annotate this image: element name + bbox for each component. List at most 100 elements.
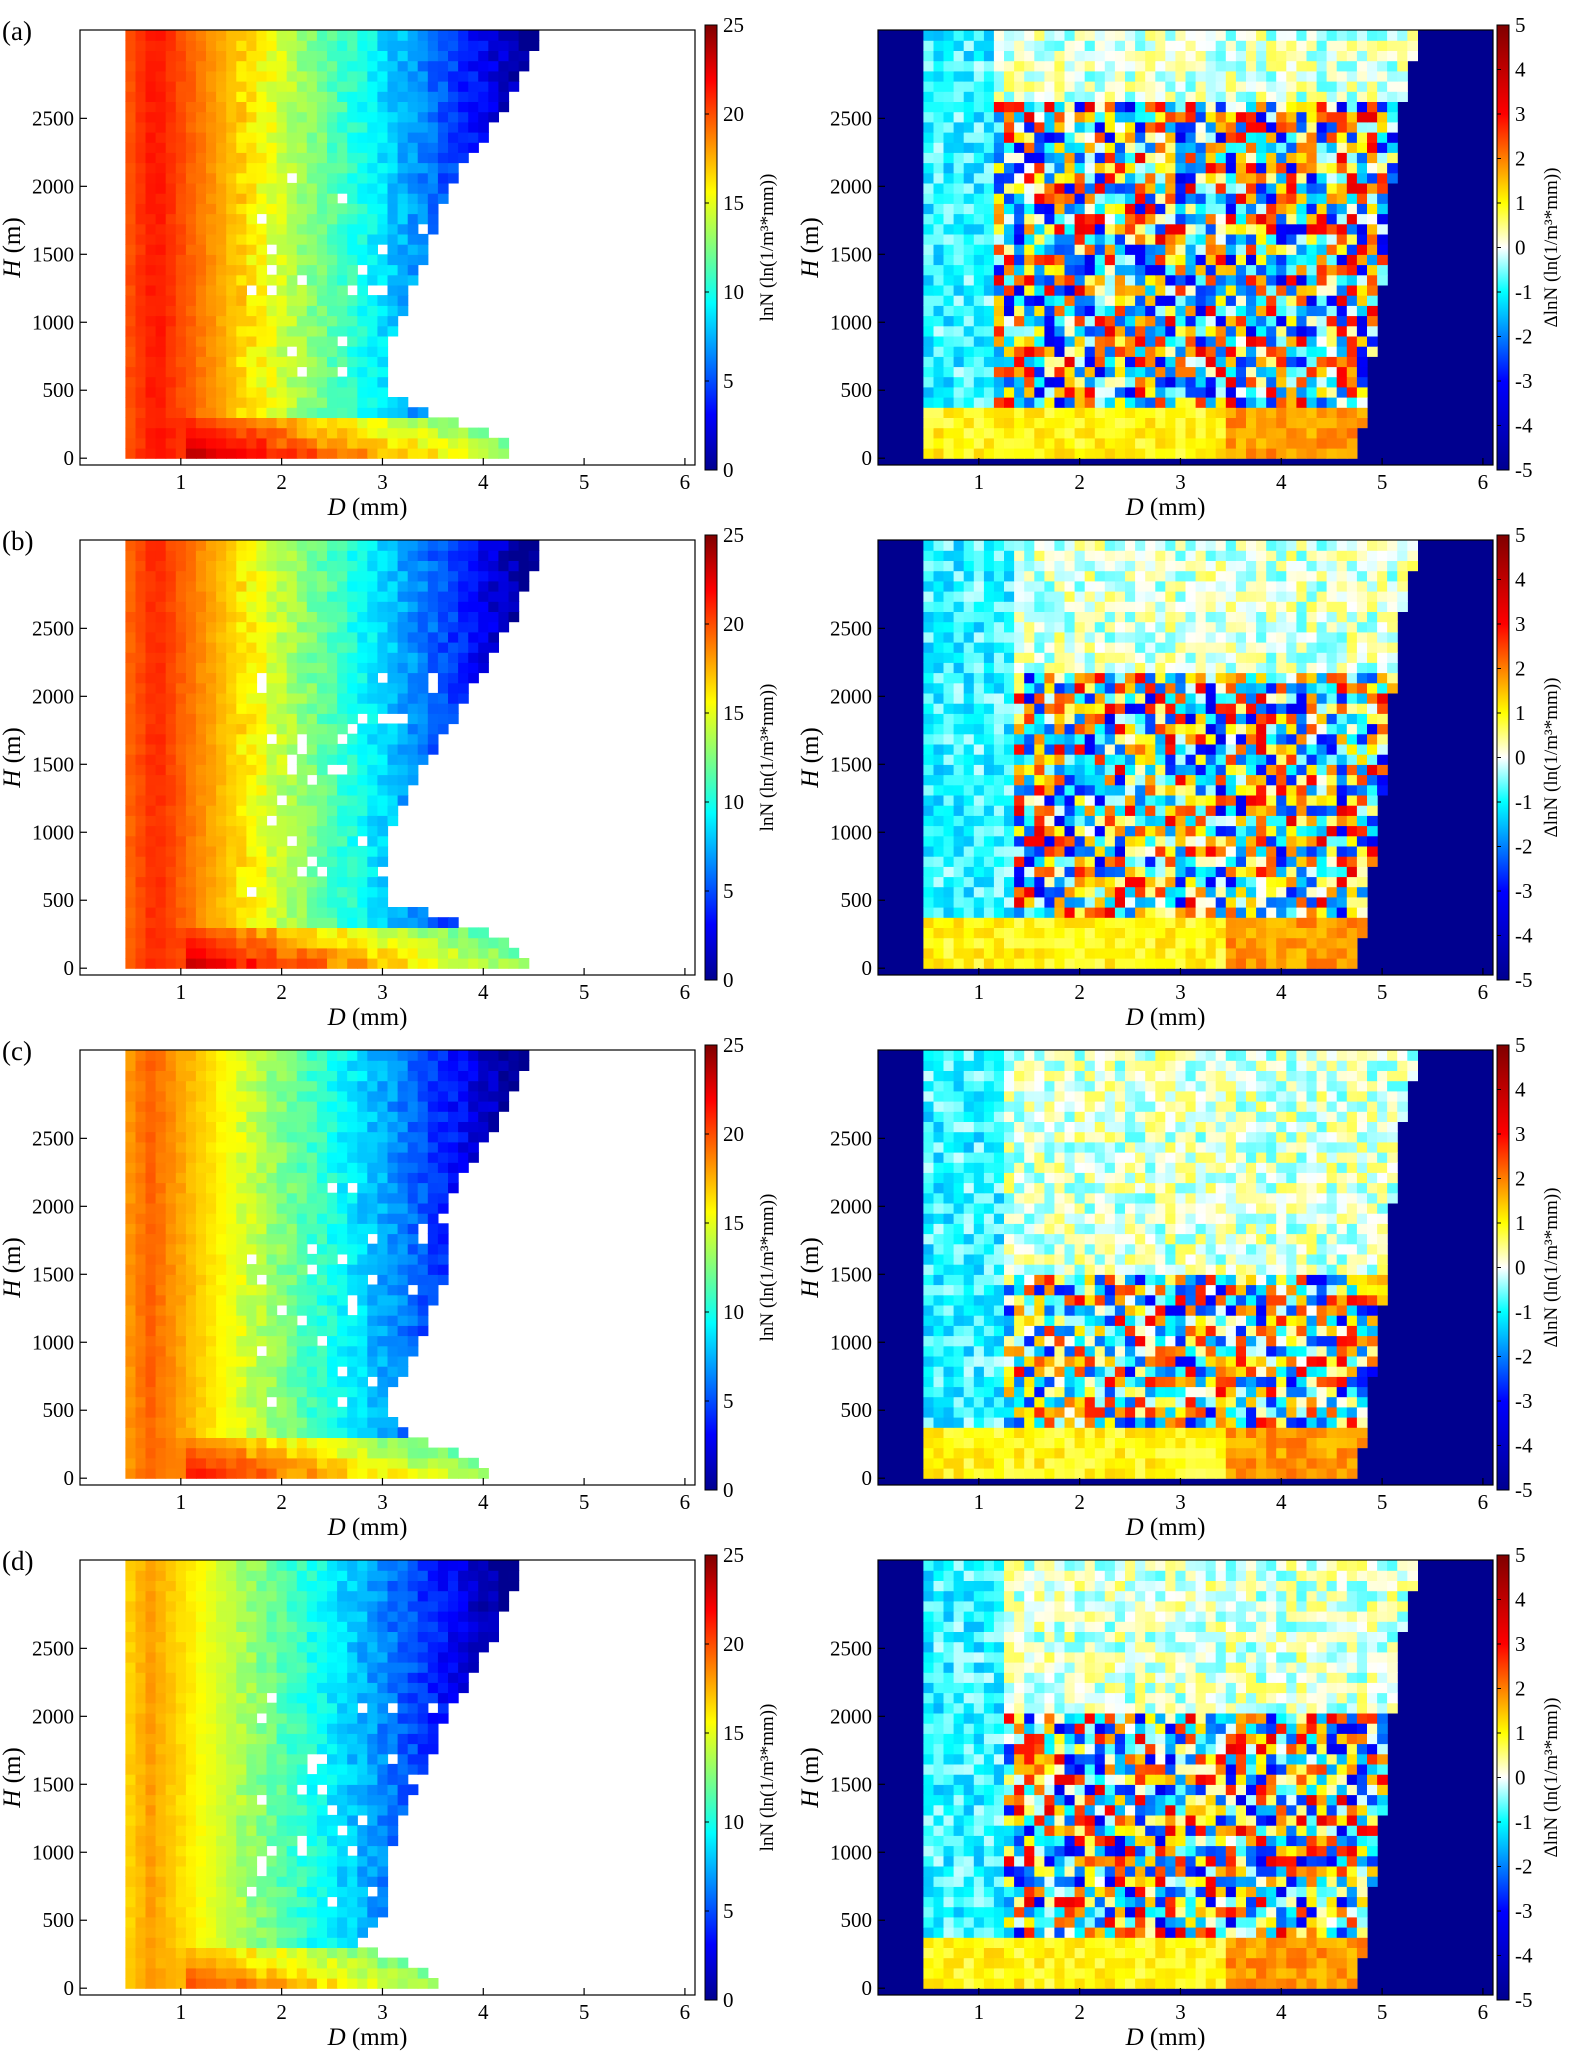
heatmap-cell [337, 284, 348, 296]
heatmap-cell [1145, 947, 1156, 959]
heatmap-cell [1044, 305, 1056, 317]
heatmap-cell [266, 876, 278, 888]
heatmap-cell [327, 662, 338, 674]
heatmap-cell [1296, 917, 1308, 928]
heatmap-cell [963, 40, 975, 51]
heatmap-cell [347, 642, 358, 653]
heatmap-cell [417, 754, 429, 765]
panel-label: (a) [2, 16, 32, 46]
heatmap-cell [206, 284, 217, 296]
heatmap-cell [993, 448, 1005, 459]
heatmap-cell [246, 172, 258, 184]
heatmap-cell [407, 652, 419, 663]
heatmap-cell [337, 315, 348, 327]
heatmap-cell [1165, 346, 1176, 357]
heatmap-cell [387, 958, 399, 969]
colorbar [704, 534, 718, 981]
heatmap-cell [276, 254, 288, 266]
heatmap-cell [1296, 40, 1308, 51]
heatmap-cell [1276, 254, 1287, 266]
heatmap-cell [397, 193, 409, 204]
heatmap-cell [1175, 162, 1187, 174]
heatmap-cell [135, 437, 147, 449]
heatmap-cell [1185, 152, 1197, 164]
heatmap-cell [286, 437, 298, 449]
heatmap-cell [427, 947, 439, 959]
heatmap-cell [306, 550, 318, 561]
heatmap-cell [427, 703, 439, 714]
heatmap-cell [983, 162, 995, 174]
heatmap-cell [1024, 70, 1035, 82]
heatmap-cell [1064, 70, 1076, 82]
heatmap-cell [1336, 346, 1348, 357]
heatmap-cell [427, 601, 439, 612]
heatmap-cell [276, 692, 288, 704]
heatmap-cell [1346, 40, 1358, 51]
heatmap-cell [226, 274, 237, 286]
colorbar-tick-label: 10 [723, 790, 744, 814]
heatmap-cell [1397, 70, 1408, 82]
heatmap-cell [1296, 937, 1308, 949]
heatmap-cell [216, 907, 227, 918]
heatmap-cell [1175, 254, 1187, 266]
heatmap-cell [1024, 325, 1035, 337]
heatmap-cell [983, 917, 995, 928]
heatmap-cell [226, 325, 237, 337]
heatmap-cell [316, 784, 328, 796]
heatmap-cell [1094, 448, 1106, 459]
heatmap-cell [1256, 101, 1267, 113]
heatmap-cell [377, 927, 389, 939]
heatmap-cell [236, 550, 247, 561]
heatmap-cell [1356, 335, 1368, 347]
heatmap-cell [145, 937, 157, 949]
heatmap-cell [1145, 203, 1156, 215]
heatmap-cell [357, 611, 368, 623]
heatmap-cell [206, 376, 217, 388]
heatmap-cell [963, 437, 975, 449]
heatmap-cell [1064, 937, 1076, 949]
heatmap-cell [377, 254, 389, 266]
heatmap-cell [1235, 427, 1247, 439]
heatmap-cell [246, 611, 258, 623]
heatmap-cell [1094, 947, 1106, 959]
heatmap-cell [1054, 325, 1066, 337]
heatmap-cell [387, 132, 399, 143]
heatmap-cell [266, 937, 278, 949]
heatmap-cell [347, 794, 358, 806]
heatmap-cell [185, 601, 197, 612]
heatmap-cell [357, 193, 368, 204]
heatmap-cell [347, 121, 358, 133]
heatmap-cell [367, 417, 378, 429]
heatmap-cell [1014, 346, 1025, 357]
heatmap-cell [1074, 121, 1086, 133]
heatmap-cell [1336, 121, 1348, 133]
heatmap-cell [206, 172, 217, 184]
heatmap-cell [498, 580, 510, 592]
heatmap-cell [993, 162, 1005, 174]
heatmap-cell [1266, 346, 1277, 357]
heatmap-cell [983, 356, 995, 368]
heatmap-cell [1225, 152, 1237, 164]
heatmap-cell [953, 927, 965, 939]
heatmap-cell [125, 560, 137, 572]
heatmap-cell [236, 896, 247, 908]
heatmap-cell [195, 856, 207, 867]
heatmap-cell [1346, 386, 1358, 398]
heatmap-cell [1155, 40, 1166, 51]
heatmap-cell [1225, 81, 1237, 92]
heatmap-cell [1296, 264, 1308, 276]
heatmap-cell [1296, 172, 1308, 184]
heatmap-cell [1286, 417, 1297, 429]
heatmap-cell [185, 896, 197, 908]
heatmap-cell [1135, 162, 1146, 174]
heatmap-cell [337, 40, 348, 51]
heatmap-cell [983, 101, 995, 113]
heatmap-cell [1084, 397, 1096, 408]
heatmap-cell [175, 927, 187, 939]
heatmap-cell [276, 754, 288, 765]
heatmap-cell [1377, 213, 1388, 225]
heatmap-cell [236, 733, 247, 745]
heatmap-cell [145, 346, 157, 357]
heatmap-cell [973, 448, 985, 459]
heatmap-cell [1205, 30, 1217, 41]
